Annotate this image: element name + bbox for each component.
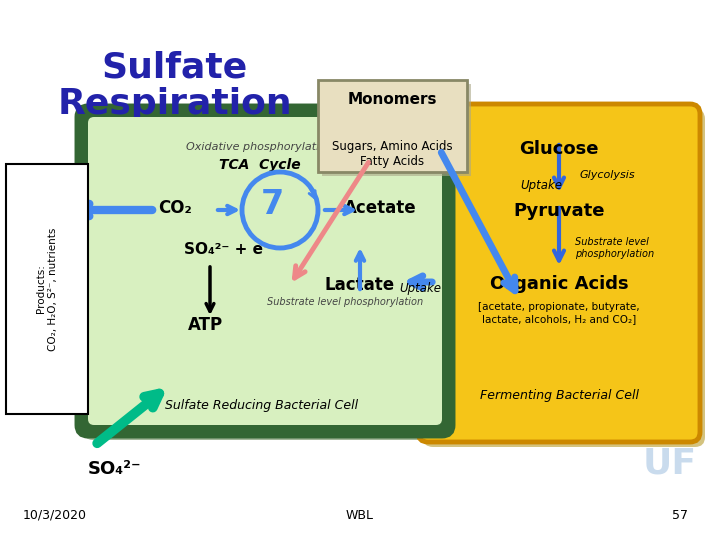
Text: Sulfate
Respiration: Sulfate Respiration (58, 50, 292, 121)
Text: 57: 57 (672, 509, 688, 522)
FancyBboxPatch shape (88, 117, 442, 425)
Text: Glycolysis: Glycolysis (580, 170, 636, 180)
FancyBboxPatch shape (83, 112, 457, 440)
FancyBboxPatch shape (423, 109, 705, 447)
Text: Uptake: Uptake (399, 282, 441, 295)
Text: Lactate: Lactate (325, 276, 395, 294)
Text: Fermenting Bacterial Cell: Fermenting Bacterial Cell (480, 389, 639, 402)
Text: Products:
CO₂, H₂O, S²⁻, nutrients: Products: CO₂, H₂O, S²⁻, nutrients (36, 227, 58, 350)
Text: 10/3/2020: 10/3/2020 (23, 509, 87, 522)
Text: UF: UF (643, 446, 697, 480)
Text: TCA  Cycle: TCA Cycle (219, 158, 301, 172)
Text: Glucose: Glucose (519, 140, 599, 158)
FancyBboxPatch shape (318, 80, 467, 172)
Text: ATP: ATP (187, 316, 222, 334)
Text: Sulfate Reducing Bacterial Cell: Sulfate Reducing Bacterial Cell (166, 399, 359, 412)
Text: Acetate: Acetate (343, 199, 416, 217)
Text: 7: 7 (261, 187, 284, 220)
Text: Sugars, Amino Acids
Fatty Acids: Sugars, Amino Acids Fatty Acids (332, 140, 453, 168)
FancyBboxPatch shape (6, 164, 88, 414)
Text: WBL: WBL (346, 509, 374, 522)
Text: Substrate level
phosphorylation: Substrate level phosphorylation (575, 237, 654, 259)
Text: Substrate level phosphorylation: Substrate level phosphorylation (267, 297, 423, 307)
Text: Monomers: Monomers (348, 92, 437, 107)
Text: Uptake: Uptake (520, 179, 562, 192)
FancyBboxPatch shape (322, 84, 471, 176)
FancyBboxPatch shape (78, 107, 452, 435)
Text: CO₂: CO₂ (158, 199, 192, 217)
Text: SO₄²⁻ + e⁻: SO₄²⁻ + e⁻ (184, 242, 271, 258)
Text: [acetate, propionate, butyrate,
lactate, alcohols, H₂ and CO₂]: [acetate, propionate, butyrate, lactate,… (478, 302, 640, 323)
FancyBboxPatch shape (418, 104, 700, 442)
Text: SO₄²⁻: SO₄²⁻ (88, 460, 142, 478)
Text: Organic Acids: Organic Acids (490, 275, 629, 293)
Text: Pyruvate: Pyruvate (513, 202, 605, 220)
Text: Oxidative phosphorylation: Oxidative phosphorylation (186, 142, 333, 152)
